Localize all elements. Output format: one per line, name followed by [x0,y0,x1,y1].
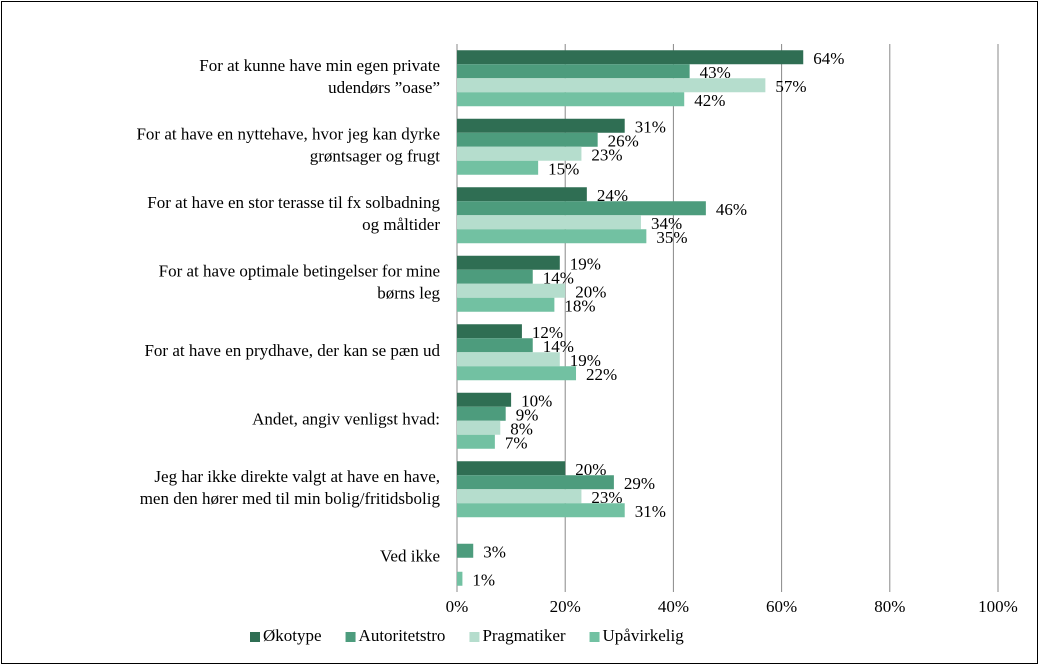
bar [457,406,506,421]
data-label: 22% [586,365,617,384]
bar [457,475,614,490]
data-label: 10% [521,392,552,411]
bar [457,132,598,147]
bar [457,338,533,353]
data-label: 34% [651,214,682,233]
x-tick-label: 80% [874,597,905,616]
data-label: 19% [570,255,601,274]
bar [457,118,625,133]
legend-swatch [589,632,600,642]
data-label: 29% [624,474,655,493]
bar [457,543,474,558]
data-label: 18% [564,297,595,316]
category-label: Ved ikke [380,547,440,566]
x-tick-label: 0% [446,597,469,616]
data-label: 46% [716,200,747,219]
bar [457,324,522,339]
bar [457,571,463,586]
category-label: For at have optimale betingelser for min… [159,262,440,281]
x-tick-label: 100% [978,597,1018,616]
bar [457,283,566,298]
bar [457,269,533,284]
bar [457,392,512,407]
bar [457,50,804,65]
data-label: 23% [591,146,622,165]
bar [457,461,566,476]
legend-swatch [345,632,356,642]
data-label: 42% [694,91,725,110]
bar [457,503,625,518]
data-label: 1% [472,571,495,590]
x-tick-label: 60% [766,597,797,616]
data-label: 8% [510,420,533,439]
bar [457,255,560,270]
bar [457,489,582,504]
category-label: For at have en stor terasse til fx solba… [147,193,440,212]
bar [457,201,706,216]
data-label: 23% [591,488,622,507]
bar [457,366,577,381]
data-label: 20% [575,283,606,302]
x-tick-label: 40% [658,597,689,616]
data-label: 3% [483,543,506,562]
category-label: For at have en nyttehave, hvor jeg kan d… [136,125,440,144]
data-label: 57% [775,77,806,96]
data-label: 31% [635,502,666,521]
bar [457,434,495,449]
category-label: grøntsager og frugt [310,147,441,166]
bar [457,352,560,367]
legend-label: Økotype [263,626,322,645]
data-label: 35% [656,228,687,247]
legend-label: Pragmatiker [482,626,565,645]
category-label: men den hører med til min bolig/fritidsb… [140,489,441,508]
data-label: 64% [813,49,844,68]
legend-swatch [250,632,260,642]
data-label: 31% [635,118,666,137]
x-tick-label: 20% [550,597,581,616]
data-label: 15% [548,160,579,179]
category-label: udendørs ”oase” [328,78,440,97]
data-label: 14% [543,269,574,288]
bar [457,64,690,79]
category-label: børns leg [377,284,440,303]
bar [457,92,685,107]
data-label: 43% [700,63,731,82]
bar [457,297,555,312]
bar [457,160,539,175]
data-label: 12% [532,323,563,342]
data-label: 9% [516,406,539,425]
data-label: 7% [505,434,528,453]
data-label: 20% [575,460,606,479]
bar [457,215,641,230]
bar [457,420,501,435]
bar [457,229,647,244]
category-label: For at kunne have min egen private [199,56,440,75]
category-label: For at have en prydhave, der kan se pæn … [144,341,440,360]
legend-label: Upåvirkelig [603,626,685,645]
bar [457,146,582,161]
legend-swatch [469,632,480,642]
data-label: 19% [570,351,601,370]
data-label: 26% [608,132,639,151]
bar [457,78,766,93]
bar [457,187,587,202]
data-label: 14% [543,337,574,356]
legend-label: Autoritetstro [359,626,446,645]
category-label: Jeg har ikke direkte valgt at have en ha… [154,467,440,486]
category-label: Andet, angiv venligst hvad: [252,410,440,429]
category-label: og måltider [362,215,440,234]
data-label: 24% [597,186,628,205]
